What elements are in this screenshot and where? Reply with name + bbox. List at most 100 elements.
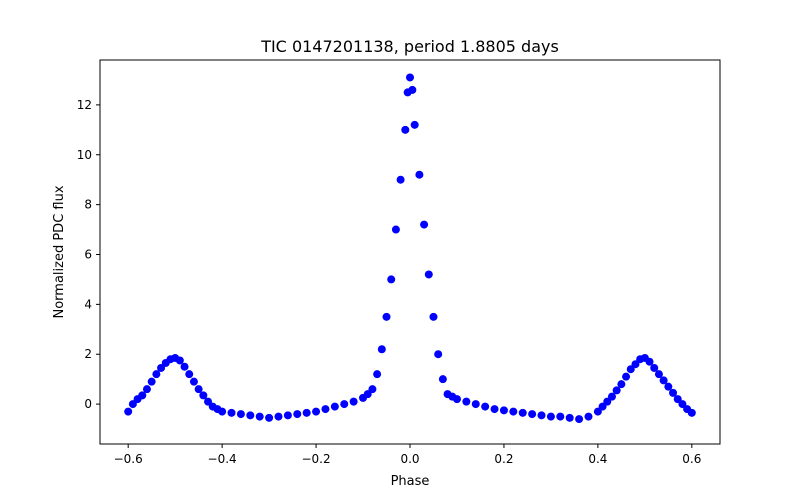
data-point xyxy=(438,375,447,384)
data-point xyxy=(650,363,659,372)
data-point xyxy=(274,412,283,421)
data-point xyxy=(124,407,133,416)
data-point xyxy=(452,395,461,404)
data-point xyxy=(408,85,417,94)
x-tick-label: 0.4 xyxy=(588,452,607,466)
data-point xyxy=(528,410,537,419)
data-point xyxy=(603,397,612,406)
data-point xyxy=(283,411,292,420)
data-point xyxy=(194,385,203,394)
data-point xyxy=(373,370,382,379)
data-point xyxy=(218,407,227,416)
data-point xyxy=(321,405,330,414)
data-point xyxy=(664,382,673,391)
x-tick-label: −0.6 xyxy=(114,452,143,466)
data-point xyxy=(368,385,377,394)
data-point xyxy=(363,390,372,399)
data-point xyxy=(626,365,635,374)
data-point xyxy=(293,410,302,419)
data-point xyxy=(180,362,189,371)
data-point xyxy=(415,170,424,179)
data-point xyxy=(401,125,410,134)
data-point xyxy=(612,386,621,395)
data-point xyxy=(340,400,349,409)
x-tick-label: −0.4 xyxy=(208,452,237,466)
data-point xyxy=(377,345,386,354)
data-point xyxy=(537,411,546,420)
data-point xyxy=(236,410,245,419)
y-axis-label: Normalized PDC flux xyxy=(52,185,67,318)
data-point xyxy=(349,397,358,406)
data-point xyxy=(185,370,194,379)
data-point xyxy=(598,402,607,411)
x-tick-label: 0.0 xyxy=(400,452,419,466)
x-tick-label: 0.6 xyxy=(682,452,701,466)
x-axis-label: Phase xyxy=(391,474,430,489)
data-point xyxy=(546,412,555,421)
data-point xyxy=(654,370,663,379)
data-point xyxy=(481,402,490,411)
data-point xyxy=(631,360,640,369)
data-point xyxy=(255,412,264,421)
data-point xyxy=(593,407,602,416)
data-point xyxy=(434,350,443,359)
data-point xyxy=(147,377,156,386)
data-point xyxy=(265,413,274,422)
data-point xyxy=(471,400,480,409)
data-point xyxy=(227,408,236,417)
data-point xyxy=(617,380,626,389)
data-point xyxy=(490,405,499,414)
data-point xyxy=(152,370,161,379)
data-point xyxy=(518,408,527,417)
y-tick-label: 8 xyxy=(84,198,92,212)
data-points xyxy=(124,73,696,424)
y-tick-label: 2 xyxy=(84,347,92,361)
data-point xyxy=(246,411,255,420)
data-point xyxy=(687,408,696,417)
data-point xyxy=(382,312,391,321)
data-point xyxy=(391,225,400,234)
data-point xyxy=(424,270,433,279)
data-point xyxy=(302,408,311,417)
chart-title: TIC 0147201138, period 1.8805 days xyxy=(260,37,559,56)
y-tick-label: 0 xyxy=(84,397,92,411)
data-point xyxy=(175,356,184,365)
data-point xyxy=(565,413,574,422)
data-point xyxy=(396,175,405,184)
data-point xyxy=(420,220,429,229)
data-point xyxy=(429,312,438,321)
x-axis-ticks: −0.6 −0.4 −0.2 0.0 0.2 0.4 0.6 xyxy=(114,444,701,466)
x-tick-label: −0.2 xyxy=(301,452,330,466)
data-point xyxy=(410,120,419,129)
data-point xyxy=(312,407,321,416)
y-tick-label: 4 xyxy=(84,297,92,311)
data-point xyxy=(584,412,593,421)
data-point xyxy=(157,363,166,372)
x-tick-label: 0.2 xyxy=(494,452,513,466)
data-point xyxy=(607,392,616,401)
data-point xyxy=(406,73,414,82)
data-point xyxy=(678,400,687,409)
data-point xyxy=(199,391,208,400)
data-point xyxy=(622,372,631,381)
data-point xyxy=(142,385,151,394)
data-point xyxy=(204,397,213,406)
y-axis-ticks: 0 2 4 6 8 10 12 xyxy=(77,98,100,411)
data-point xyxy=(659,376,668,385)
data-point xyxy=(128,400,137,409)
data-point xyxy=(462,397,471,406)
data-point xyxy=(499,406,508,415)
data-point xyxy=(669,388,678,397)
y-tick-label: 12 xyxy=(77,98,92,112)
data-point xyxy=(673,395,682,404)
data-point xyxy=(138,391,147,400)
data-point xyxy=(575,415,584,424)
data-point xyxy=(330,402,339,411)
y-tick-label: 6 xyxy=(84,247,92,261)
data-point xyxy=(387,275,396,284)
y-tick-label: 10 xyxy=(77,148,92,162)
data-point xyxy=(556,412,565,421)
